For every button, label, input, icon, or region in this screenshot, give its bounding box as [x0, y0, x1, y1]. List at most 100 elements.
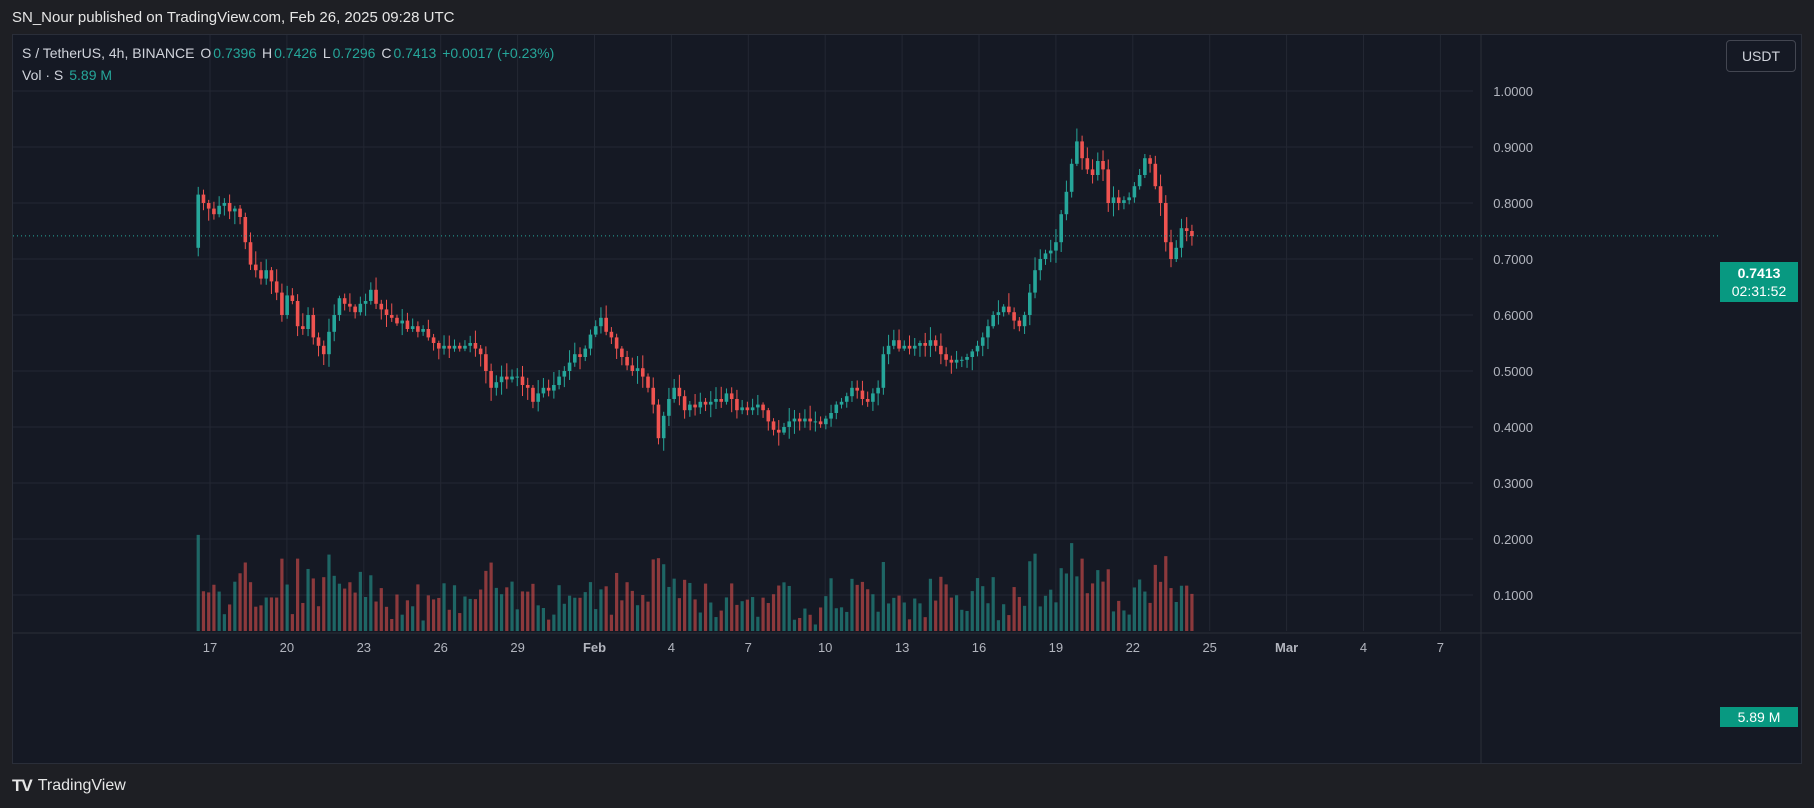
volume-bar: [552, 614, 556, 631]
volume-bar: [322, 577, 326, 631]
candle-body: [824, 418, 828, 425]
candle-body: [1059, 214, 1063, 243]
volume-bar: [1064, 573, 1069, 631]
volume-bar: [567, 595, 572, 631]
volume-bar: [777, 585, 781, 631]
volume-bar: [934, 600, 938, 631]
volume-bar: [667, 586, 671, 631]
volume-bar: [479, 589, 483, 631]
volume-bar: [588, 582, 593, 631]
volume-bar: [416, 584, 420, 631]
volume-bar: [651, 559, 655, 631]
volume-bar: [447, 609, 451, 631]
volume-bar: [918, 603, 922, 631]
candle-body: [515, 376, 520, 378]
candle-body: [447, 345, 452, 349]
candle-body: [787, 421, 792, 427]
candle-body: [327, 331, 331, 355]
candle-body: [196, 194, 201, 248]
high-value: 0.7426: [274, 45, 317, 61]
candle-body: [630, 365, 635, 371]
candle-body: [766, 410, 771, 422]
candle-body: [536, 393, 540, 402]
candle-body: [944, 354, 948, 360]
candle-body: [1111, 197, 1116, 203]
candle-body: [719, 399, 724, 402]
candle-body: [902, 345, 907, 349]
candle-body: [599, 317, 603, 327]
volume-bar: [463, 596, 467, 631]
chart-area[interactable]: 1.0000 0.9000 0.8000 0.7000 0.6000 0.5000 0.40…: [12, 34, 1802, 764]
volume-bar: [724, 597, 729, 631]
candle-body: [1085, 158, 1090, 170]
candle-body: [295, 301, 300, 327]
volume-bar: [536, 605, 540, 631]
chart-canvas[interactable]: 1.0000 0.9000 0.8000 0.7000 0.6000 0.5000 0.40…: [13, 35, 1801, 763]
volume-bar: [405, 600, 410, 631]
candle-body: [667, 399, 671, 416]
volume-bar: [672, 578, 676, 631]
volume-bar: [975, 578, 980, 631]
candle-body: [311, 315, 316, 338]
volume-bar: [296, 558, 300, 631]
volume-bar: [259, 605, 263, 631]
currency-button[interactable]: USDT: [1726, 40, 1796, 72]
candle-body: [578, 354, 582, 357]
volume-bar: [730, 583, 734, 631]
candle-body: [614, 337, 619, 349]
x-tick-label: 7: [1437, 640, 1444, 655]
volume-bar: [923, 617, 927, 631]
candle-body: [442, 345, 446, 349]
candle-body: [1080, 141, 1084, 159]
volume-bar: [285, 584, 289, 631]
candle-body: [437, 343, 441, 349]
candle-body: [620, 348, 624, 357]
volume-bar: [688, 582, 692, 631]
candle-body: [980, 337, 985, 346]
volume-bar: [850, 578, 854, 631]
candle-body: [410, 326, 415, 329]
candle-body: [405, 320, 410, 329]
volume-bar: [1049, 589, 1053, 631]
candle-body: [892, 340, 896, 346]
volume-label[interactable]: Vol · S: [22, 67, 64, 83]
brand-name: TradingView: [37, 777, 126, 794]
volume-bar: [866, 589, 870, 631]
volume-bar: [1054, 602, 1058, 631]
close-label: C: [381, 45, 392, 61]
candle-body: [421, 329, 425, 332]
volume-bar: [390, 619, 394, 631]
volume-bar: [949, 597, 953, 631]
high-label: H: [261, 45, 273, 61]
candle-body: [693, 404, 697, 408]
candle-body: [735, 399, 739, 411]
candle-body: [463, 345, 467, 349]
candle-body: [520, 376, 525, 385]
volume-bar: [238, 573, 242, 631]
candle-body: [222, 203, 227, 206]
y-tick-label: 0.2000: [1493, 532, 1533, 547]
volume-bar: [803, 608, 807, 631]
symbol-label[interactable]: S / TetherUS, 4h, BINANCE: [22, 45, 195, 61]
x-tick-label: 4: [1360, 640, 1367, 655]
volume-bar: [824, 596, 828, 631]
candle-body: [1064, 191, 1069, 215]
tradingview-logo[interactable]: TV TradingView: [12, 776, 126, 796]
candle-body: [604, 317, 608, 332]
volume-bar: [358, 571, 362, 631]
candle-body: [201, 194, 206, 203]
volume-bar: [1169, 588, 1173, 631]
candle-body: [593, 326, 598, 335]
candle-body: [625, 357, 629, 366]
candle-body: [714, 399, 718, 402]
volume-bar: [615, 572, 619, 631]
x-tick-label: 10: [818, 640, 832, 655]
x-tick-label: 16: [972, 640, 986, 655]
x-tick-label: Feb: [583, 640, 606, 655]
volume-bar: [280, 558, 284, 631]
candle-body: [1122, 200, 1126, 203]
open-label: O: [200, 45, 212, 61]
volume-bar: [510, 581, 514, 631]
candle-body: [949, 359, 954, 363]
candle-body: [1090, 169, 1095, 175]
